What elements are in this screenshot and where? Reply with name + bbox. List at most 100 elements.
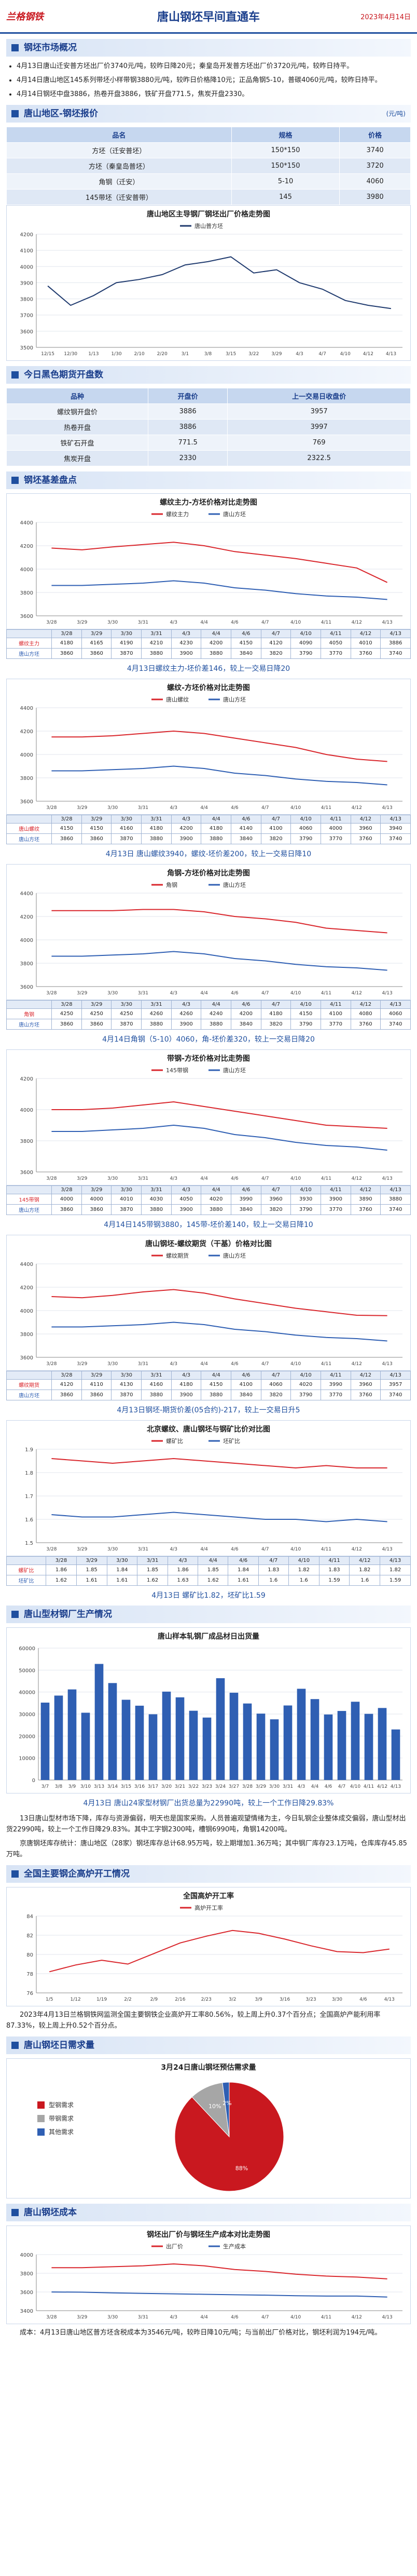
y-tick-label: 3700 — [20, 313, 33, 319]
cell: 4150 — [51, 823, 82, 834]
cell: 3790 — [290, 1390, 321, 1400]
cell: 1.6 — [288, 1575, 319, 1586]
corner-cell — [6, 1371, 52, 1380]
cell: 焦炭开盘 — [6, 450, 148, 466]
column-header: 3/28 — [51, 1000, 82, 1009]
row: 145带坯（迁安普带） 145 3980 — [6, 189, 411, 205]
overview-list: 4月13日唐山迁安普方坯出厂价3740元/吨，较昨日降20元；秦皇岛开发普方坯出… — [6, 61, 411, 100]
cell: 3880 — [201, 1390, 231, 1400]
legend-label: 生产成本 — [223, 2243, 246, 2250]
row: 唐山螺纹 4150 4150 4160 4180 4200 4180 4140 4100 4060… — [6, 823, 411, 834]
y-tick-label: 3900 — [20, 280, 33, 286]
bar — [121, 1700, 131, 1780]
x-tick-label: 4/6 — [231, 1547, 239, 1552]
unit: (元/吨) — [386, 110, 406, 117]
y-tick-label: 1.9 — [25, 1447, 33, 1453]
x-tick-label: 3/31 — [138, 2315, 148, 2320]
chart-svg: 唐山样本轧钢厂成品材日出货量 0 10000 20000 30000 40000 50000… — [6, 1627, 411, 1793]
x-tick-label: 4/7 — [261, 1361, 269, 1367]
column-header: 3/31 — [141, 1000, 172, 1009]
bar — [94, 1664, 104, 1780]
cell: 4150 — [230, 638, 261, 649]
cell: 2322.5 — [227, 450, 411, 466]
series-line — [51, 2263, 387, 2280]
column-header: 3/30 — [106, 1556, 138, 1565]
cell: 3960 — [260, 1194, 291, 1205]
cell: 3880 — [380, 1194, 411, 1205]
x-tick-label: 4/3 — [170, 1176, 177, 1181]
y-tick-label: 1.8 — [25, 1471, 33, 1476]
column-header: 价格 — [339, 127, 411, 143]
row: 145带钢 4000 4000 4010 4030 4050 4020 3990 3960 393… — [6, 1194, 411, 1205]
cell: 3820 — [260, 1019, 291, 1030]
series-line — [51, 2291, 387, 2298]
cell: 4180 — [171, 1379, 202, 1390]
series-line — [51, 730, 387, 762]
series-line — [51, 909, 387, 934]
cell: 3860 — [51, 1390, 82, 1400]
y-tick-label: 3600 — [20, 614, 33, 619]
x-tick-label: 4/7 — [338, 1784, 345, 1789]
x-tick-label: 4/10 — [290, 1547, 301, 1552]
heading-text: 钢坯市场概况 — [24, 43, 77, 53]
cell: 4150 — [290, 1008, 321, 1019]
x-tick-label: 3/1 — [182, 352, 189, 357]
y-tick-label: 4000 — [20, 938, 33, 943]
y-tick-label: 4000 — [20, 1108, 33, 1113]
series-line — [51, 1321, 387, 1342]
y-tick-label: 4400 — [20, 891, 33, 897]
column-header: 4/7 — [260, 1371, 291, 1380]
legend-label: 其他需求 — [49, 2128, 74, 2136]
legend-label: 出厂价 — [166, 2243, 183, 2250]
column-header: 4/3 — [171, 1000, 202, 1009]
column-header: 4/6 — [228, 1556, 259, 1565]
heading-text: 全国主要钢企高炉开工情况 — [24, 1869, 130, 1879]
x-tick-label: 1/13 — [88, 352, 99, 357]
cell: 3880 — [201, 1204, 231, 1215]
cell: 4100 — [320, 1008, 351, 1019]
cell: 4180 — [51, 638, 82, 649]
x-tick-label: 4/10 — [340, 352, 351, 357]
x-tick-label: 4/4 — [200, 991, 208, 996]
y-tick-label: 3600 — [20, 2290, 33, 2296]
x-tick-label: 3/22 — [248, 352, 259, 357]
cell: 4120 — [51, 1379, 82, 1390]
row-header: 唐山螺纹 — [6, 823, 52, 834]
chart-svg: 3月24日唐山钢坯预估需求量 88% 型钢需求 10% 带钢需求 2% 其他需求 — [6, 2058, 411, 2199]
cell: 1.59 — [380, 1575, 411, 1586]
y-tick-label: 4400 — [20, 706, 33, 711]
column-header: 3/29 — [81, 815, 112, 824]
x-tick-label: 4/12 — [377, 1784, 387, 1789]
column-header: 3/30 — [111, 1371, 142, 1380]
column-header: 4/13 — [380, 1556, 411, 1565]
x-tick-label: 4/6 — [359, 1997, 367, 2002]
column-header: 4/12 — [350, 1371, 381, 1380]
cell: 3840 — [230, 1204, 261, 1215]
column-header: 4/4 — [201, 1185, 231, 1194]
x-tick-label: 3/30 — [107, 620, 118, 625]
column-header: 4/12 — [350, 1185, 381, 1194]
header: 兰格钢铁 唐山钢坯早间直通车 2023年4月14日 — [0, 0, 417, 34]
cell: 3720 — [339, 158, 411, 174]
x-tick-label: 4/3 — [170, 1361, 177, 1367]
row: 唐山方坯 3860 3860 3870 3880 3900 3880 3840 3820 3790… — [6, 1204, 411, 1215]
column-header: 4/12 — [350, 1000, 381, 1009]
x-tick-label: 4/6 — [231, 805, 239, 811]
header-row: 3/28 3/29 3/30 3/31 4/3 4/4 4/6 4/7 4/10 4/11 4/12… — [6, 1556, 411, 1565]
x-tick-label: 3/30 — [107, 805, 118, 811]
cell: 4200 — [230, 1008, 261, 1019]
row-header: 唐山方坯 — [6, 648, 52, 659]
x-tick-label: 4/10 — [290, 2315, 301, 2320]
x-tick-label: 4/7 — [261, 1547, 269, 1552]
bar — [229, 1692, 239, 1780]
row-header: 145带钢 — [6, 1194, 52, 1205]
cell: 3860 — [51, 1204, 82, 1215]
column-header: 4/3 — [171, 629, 202, 638]
cell: 4060 — [339, 173, 411, 190]
legend-label: 带钢需求 — [49, 2115, 74, 2122]
cell: 3957 — [227, 403, 411, 420]
cell: 4160 — [111, 823, 142, 834]
